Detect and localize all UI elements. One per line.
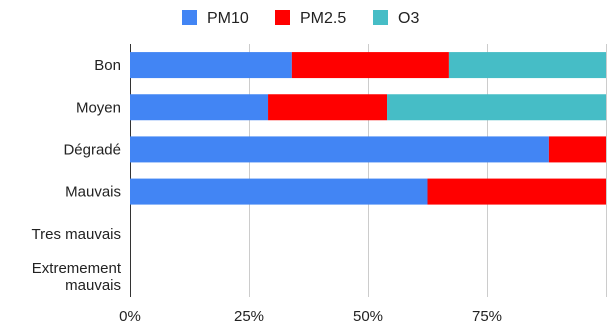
bar-o3-bon xyxy=(448,52,606,79)
bar-o3-moyen xyxy=(387,94,606,121)
bar-pm2-5-bon xyxy=(291,52,449,79)
category-labels: Bon Moyen Dégradé Mauvais Tres mauvais Extrem… xyxy=(32,57,122,294)
category-label: Bon xyxy=(94,57,121,74)
bar-pm10-mauvais xyxy=(130,178,428,205)
legend-swatch-o3 xyxy=(373,10,388,25)
category-label: Moyen xyxy=(76,99,121,116)
legend-label-o3: O3 xyxy=(398,10,419,27)
legend-swatch-pm2-5 xyxy=(275,10,290,25)
legend-label-pm2-5: PM2.5 xyxy=(300,10,346,27)
category-label: Mauvais xyxy=(65,184,121,201)
bar-pm2-5-mauvais xyxy=(427,178,606,205)
x-tick-label: 25% xyxy=(234,308,264,325)
category-label: Extremement mauvais xyxy=(32,260,122,294)
bar-pm2-5-d-grad xyxy=(548,136,606,163)
bar-pm10-bon xyxy=(130,52,292,79)
category-label: Tres mauvais xyxy=(32,226,121,243)
x-tick-label: 0% xyxy=(119,308,141,325)
x-tick-label: 50% xyxy=(353,308,383,325)
gridlines xyxy=(130,44,607,297)
legend-swatch-pm10 xyxy=(182,10,197,25)
bars xyxy=(130,52,606,205)
legend-label-pm10: PM10 xyxy=(207,10,249,27)
x-tick-label: 75% xyxy=(472,308,502,325)
category-label: Dégradé xyxy=(63,141,121,158)
bar-pm10-moyen xyxy=(130,94,269,121)
legend: PM10 PM2.5 O3 xyxy=(182,10,419,27)
bar-pm2-5-moyen xyxy=(268,94,388,121)
x-axis-ticks: 0% 25% 50% 75% xyxy=(119,308,502,325)
bar-pm10-d-grad xyxy=(130,136,549,163)
